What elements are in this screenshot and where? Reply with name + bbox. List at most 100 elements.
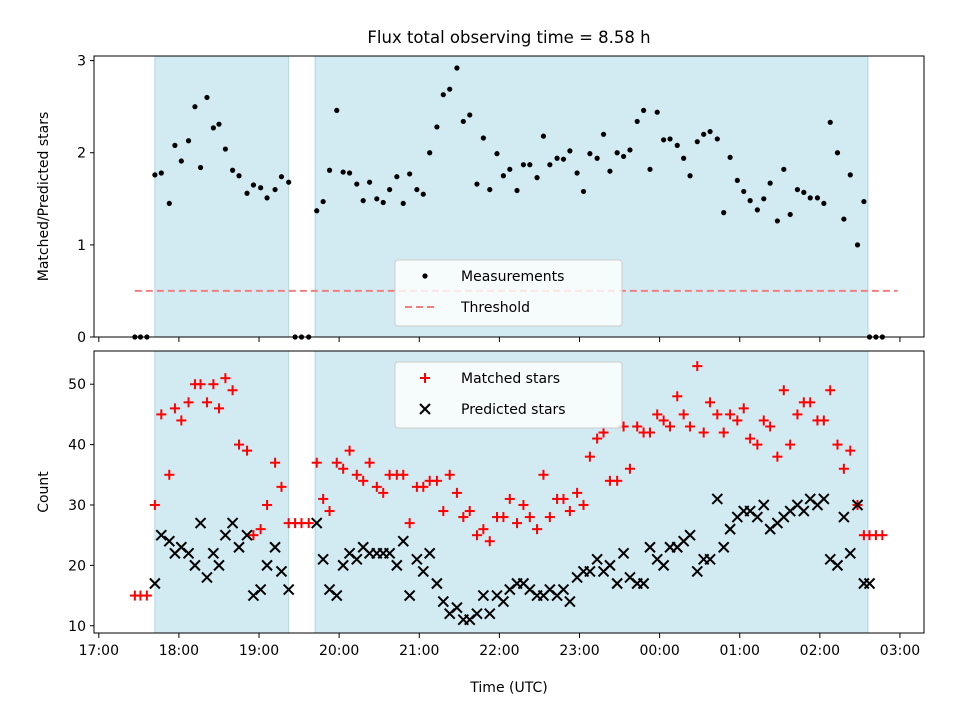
- measurement-point: [674, 142, 680, 148]
- matched-stars-point: [685, 421, 696, 432]
- predicted-stars-point: [844, 547, 857, 559]
- matched-stars-point: [785, 439, 796, 450]
- predicted-stars-point: [557, 583, 570, 596]
- predicted-stars-point: [201, 571, 213, 584]
- measurement-point: [687, 173, 693, 179]
- measurement-point: [467, 112, 473, 118]
- predicted-stars-point: [182, 547, 195, 559]
- measurement-point: [230, 167, 236, 173]
- predicted-stars-point: [691, 565, 703, 578]
- matched-stars-point: [877, 530, 888, 541]
- predicted-stars-point: [564, 595, 576, 608]
- measurement-point: [400, 200, 406, 207]
- matched-stars-point: [213, 403, 224, 414]
- bottom-observing-interval: [154, 350, 290, 634]
- legend-label: Matched stars: [461, 371, 560, 387]
- measurement-point: [454, 65, 460, 71]
- matched-stars-point: [471, 530, 482, 541]
- bottom-y-tick-label: 10: [68, 619, 86, 635]
- measurement-point: [554, 155, 560, 161]
- matched-stars-point: [718, 427, 729, 438]
- matched-stars-point: [698, 427, 709, 438]
- predicted-stars-point: [451, 601, 463, 614]
- measurement-point: [278, 174, 285, 180]
- matched-stars-point: [578, 499, 589, 510]
- measurement-point: [272, 186, 278, 193]
- matched-stars-point: [311, 457, 322, 468]
- predicted-stars-point: [431, 577, 443, 590]
- measurement-point: [547, 162, 553, 168]
- predicted-stars-point: [497, 595, 510, 608]
- predicted-stars-point: [189, 559, 201, 572]
- x-tick-label: 00:00: [639, 643, 679, 659]
- predicted-stars-point: [644, 541, 656, 553]
- matched-stars-point: [845, 445, 856, 456]
- measurement-point: [694, 139, 700, 145]
- measurement-point: [774, 218, 780, 224]
- measurement-point: [216, 121, 222, 127]
- matched-stars-point: [624, 463, 635, 474]
- measurement-point: [334, 107, 340, 113]
- matched-stars-point: [592, 433, 603, 444]
- predicted-stars-point: [282, 583, 295, 596]
- predicted-stars-point: [611, 577, 623, 590]
- measurement-point: [681, 155, 687, 161]
- measurement-point: [222, 146, 228, 152]
- bottom-y-tick-label: 30: [68, 498, 86, 514]
- matched-stars-point: [164, 469, 175, 480]
- matched-stars-point: [169, 403, 180, 414]
- measurement-point: [374, 196, 380, 202]
- measurement-point: [754, 207, 760, 213]
- predicted-stars-point: [207, 547, 220, 559]
- measurement-point: [647, 166, 653, 172]
- matched-stars-point: [176, 415, 187, 426]
- matched-stars-point: [255, 524, 266, 535]
- bottom-axes-frame: [93, 350, 925, 634]
- predicted-stars-point: [591, 553, 603, 566]
- x-tick-label: 17:00: [79, 643, 119, 659]
- matched-stars-point: [227, 385, 238, 396]
- predicted-stars-point: [637, 577, 650, 590]
- matched-stars-point: [658, 415, 669, 426]
- matched-stars-point: [752, 439, 763, 450]
- predicted-stars-point: [331, 589, 343, 602]
- matched-stars-point: [745, 433, 756, 444]
- measurement-point: [460, 118, 466, 125]
- predicted-stars-point: [724, 523, 736, 535]
- measurement-point: [480, 135, 486, 141]
- measurement-point: [580, 188, 587, 195]
- predicted-stars-point: [241, 529, 253, 541]
- measurement-point: [514, 187, 520, 194]
- measurement-point: [192, 104, 198, 110]
- measurement-point: [507, 166, 513, 172]
- measurement-point: [847, 172, 853, 178]
- measurement-point: [258, 185, 264, 191]
- measurement-point: [440, 92, 446, 98]
- x-tick-label: 23:00: [559, 643, 599, 659]
- measurement-point: [567, 148, 573, 154]
- matched-stars-point: [418, 481, 429, 492]
- matched-stars-point: [584, 451, 595, 462]
- matched-stars-point: [792, 409, 803, 420]
- top-y-tick-label: 0: [77, 330, 86, 346]
- measurement-point: [761, 196, 767, 202]
- measurement-point: [360, 198, 366, 204]
- measurement-point: [178, 158, 184, 164]
- matched-stars-point: [478, 524, 489, 535]
- predicted-stars-point: [311, 517, 323, 529]
- x-tick-label: 03:00: [880, 643, 920, 659]
- measurement-point: [714, 136, 720, 142]
- matched-stars-point: [544, 512, 555, 523]
- predicted-stars-point: [604, 559, 616, 572]
- legend-label: Measurements: [461, 269, 564, 285]
- bottom-y-tick-label: 40: [68, 438, 86, 454]
- measurement-point: [394, 174, 400, 180]
- predicted-stars-point: [471, 607, 483, 620]
- matched-stars-point: [652, 409, 663, 420]
- measurement-point: [821, 200, 827, 207]
- x-tick-label: 21:00: [399, 643, 439, 659]
- predicted-stars-point: [317, 553, 329, 566]
- matched-stars-point: [665, 421, 676, 432]
- measurement-point: [407, 171, 413, 177]
- predicted-stars-point: [751, 511, 764, 523]
